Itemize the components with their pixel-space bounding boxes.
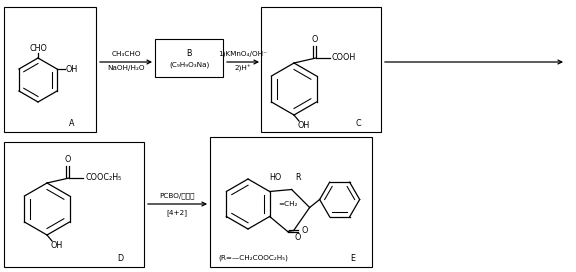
Text: PCBO/催化剂: PCBO/催化剂 [159, 192, 195, 199]
Text: COOH: COOH [332, 54, 356, 63]
Text: 2)H⁺: 2)H⁺ [234, 65, 251, 72]
Text: HO: HO [270, 172, 282, 181]
Text: O: O [302, 226, 308, 235]
Text: R: R [295, 172, 301, 181]
Text: NaOH/H₂O: NaOH/H₂O [107, 65, 145, 71]
Text: E: E [351, 254, 355, 263]
Text: A: A [69, 119, 75, 128]
Text: C: C [355, 119, 361, 128]
Bar [261, 7, 381, 132]
Text: OH: OH [51, 241, 63, 250]
Bar [4, 7, 96, 132]
Text: O: O [295, 233, 301, 243]
Text: (R=—CH₂COOC₂H₅): (R=—CH₂COOC₂H₅) [218, 255, 288, 261]
Bar [4, 142, 144, 267]
Text: (C₉H₉O₃Na): (C₉H₉O₃Na) [169, 62, 209, 68]
Text: B: B [186, 48, 192, 57]
Bar [155, 39, 223, 77]
Text: CH₃CHO: CH₃CHO [111, 51, 141, 57]
Text: 1)KMnO₄/OH⁻: 1)KMnO₄/OH⁻ [218, 51, 267, 57]
Text: O: O [312, 35, 318, 44]
Text: =CH₂: =CH₂ [278, 202, 297, 208]
Text: OH: OH [298, 121, 310, 130]
Text: COOC₂H₅: COOC₂H₅ [85, 174, 122, 183]
Text: O: O [65, 155, 71, 164]
Bar [210, 137, 372, 267]
Text: OH: OH [65, 64, 77, 73]
Text: D: D [117, 254, 123, 263]
Text: [4+2]: [4+2] [166, 209, 188, 216]
Text: CHO: CHO [29, 44, 47, 53]
